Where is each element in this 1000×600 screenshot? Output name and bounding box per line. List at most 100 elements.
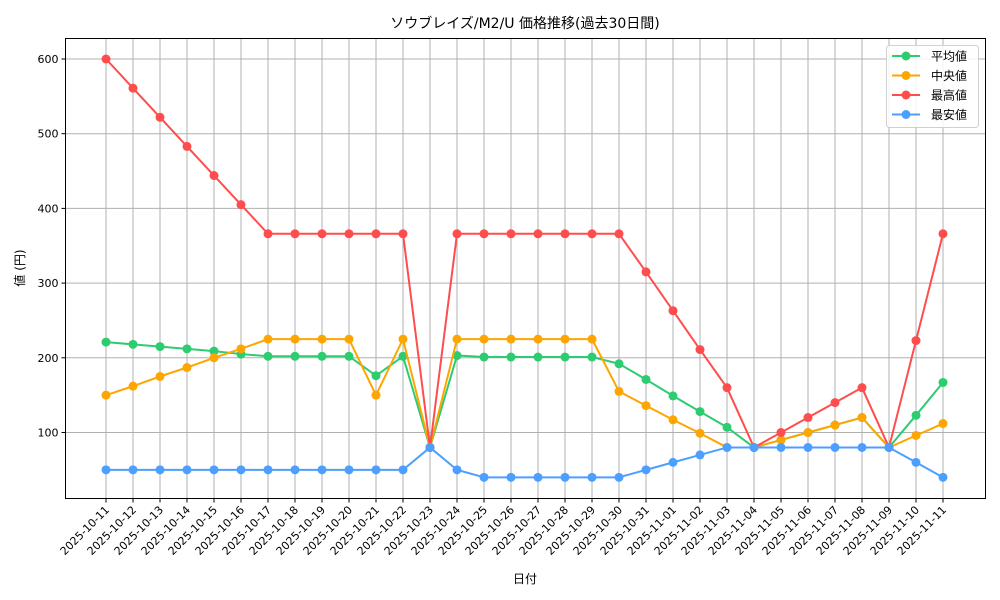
data-point-marker [209,346,219,356]
data-series [101,54,948,482]
data-point-marker [371,390,381,400]
plot-frame [65,38,986,499]
data-point-marker [263,351,273,361]
data-point-marker [938,377,948,387]
y-axis-label: 値 (円) [12,249,27,286]
data-point-marker [101,465,111,475]
data-point-marker [155,342,165,352]
data-point-marker [317,351,327,361]
legend-label: 平均値 [931,49,967,64]
data-point-marker [533,472,543,482]
legend-label: 中央値 [931,68,967,83]
data-point-marker [128,381,138,391]
data-point-marker [371,465,381,475]
data-point-marker [614,359,624,369]
data-point-marker [479,334,489,344]
data-point-marker [776,428,786,437]
data-point-marker [452,351,462,361]
legend-item: 中央値 [892,68,967,83]
legend-label: 最高値 [931,88,967,103]
data-point-marker [263,465,273,475]
data-point-marker [209,353,219,363]
data-point-marker [101,390,111,400]
data-point-marker [371,229,381,239]
data-point-marker [344,351,354,361]
series-line [101,442,948,482]
data-point-marker [479,229,489,239]
legend-box [886,45,979,128]
legend-item: 最高値 [892,88,967,103]
data-point-marker [830,420,840,430]
data-point-marker [560,352,570,362]
data-point-marker [911,336,921,346]
data-point-marker [803,428,813,437]
data-point-marker [587,229,597,239]
data-point-marker [209,171,219,181]
data-point-marker [155,371,165,381]
data-point-marker [479,472,489,482]
data-point-marker [452,465,462,475]
data-point-marker [803,442,813,452]
data-point-marker [101,54,111,64]
data-point-marker [587,352,597,362]
data-point-marker [722,383,732,393]
data-point-marker [182,363,192,373]
data-point-marker [776,442,786,452]
data-point-marker [533,229,543,239]
data-point-marker [263,334,273,344]
data-point-marker [290,334,300,344]
data-point-marker [290,351,300,361]
data-point-marker [938,419,948,429]
data-point-marker [128,465,138,475]
data-point-marker [182,465,192,475]
data-point-marker [641,465,651,475]
data-point-marker [479,352,489,362]
data-point-marker [209,465,219,475]
data-point-marker [695,345,705,355]
data-point-marker [506,334,516,344]
y-tick-label: 500 [38,128,59,141]
data-point-marker [749,442,759,452]
legend-label: 最安値 [931,107,967,122]
data-point-marker [452,334,462,344]
data-point-marker [371,371,381,381]
data-point-marker [938,229,948,239]
legend-marker-icon [901,71,911,80]
legend-item: 最安値 [892,107,967,122]
data-point-marker [695,428,705,438]
data-point-marker [884,442,894,452]
legend-marker-icon [901,110,911,119]
y-tick-label: 400 [38,202,59,215]
y-tick-label: 600 [38,53,59,66]
data-point-marker [911,457,921,467]
data-point-marker [587,472,597,482]
data-point-marker [128,339,138,349]
data-point-marker [128,83,138,93]
data-point-marker [587,334,597,344]
data-point-marker [236,344,246,354]
data-point-marker [263,229,273,239]
data-point-marker [614,229,624,239]
data-point-marker [506,229,516,239]
data-point-marker [398,465,408,475]
data-point-marker [830,398,840,408]
y-tick-label: 200 [38,352,59,365]
data-point-marker [452,229,462,239]
data-point-marker [830,442,840,452]
data-point-marker [533,352,543,362]
data-point-marker [560,229,570,239]
series-line [101,334,948,452]
data-point-marker [344,229,354,239]
data-point-marker [155,465,165,475]
legend-item: 平均値 [892,49,967,64]
data-point-marker [236,200,246,210]
data-point-marker [722,422,732,432]
chart-title: ソウブレイズ/M2/U 価格推移(過去30日間) [390,15,659,32]
data-point-marker [155,112,165,122]
series-line [101,54,948,452]
data-point-marker [614,472,624,482]
legend-marker-icon [901,90,911,100]
y-tick-label: 100 [38,427,59,440]
